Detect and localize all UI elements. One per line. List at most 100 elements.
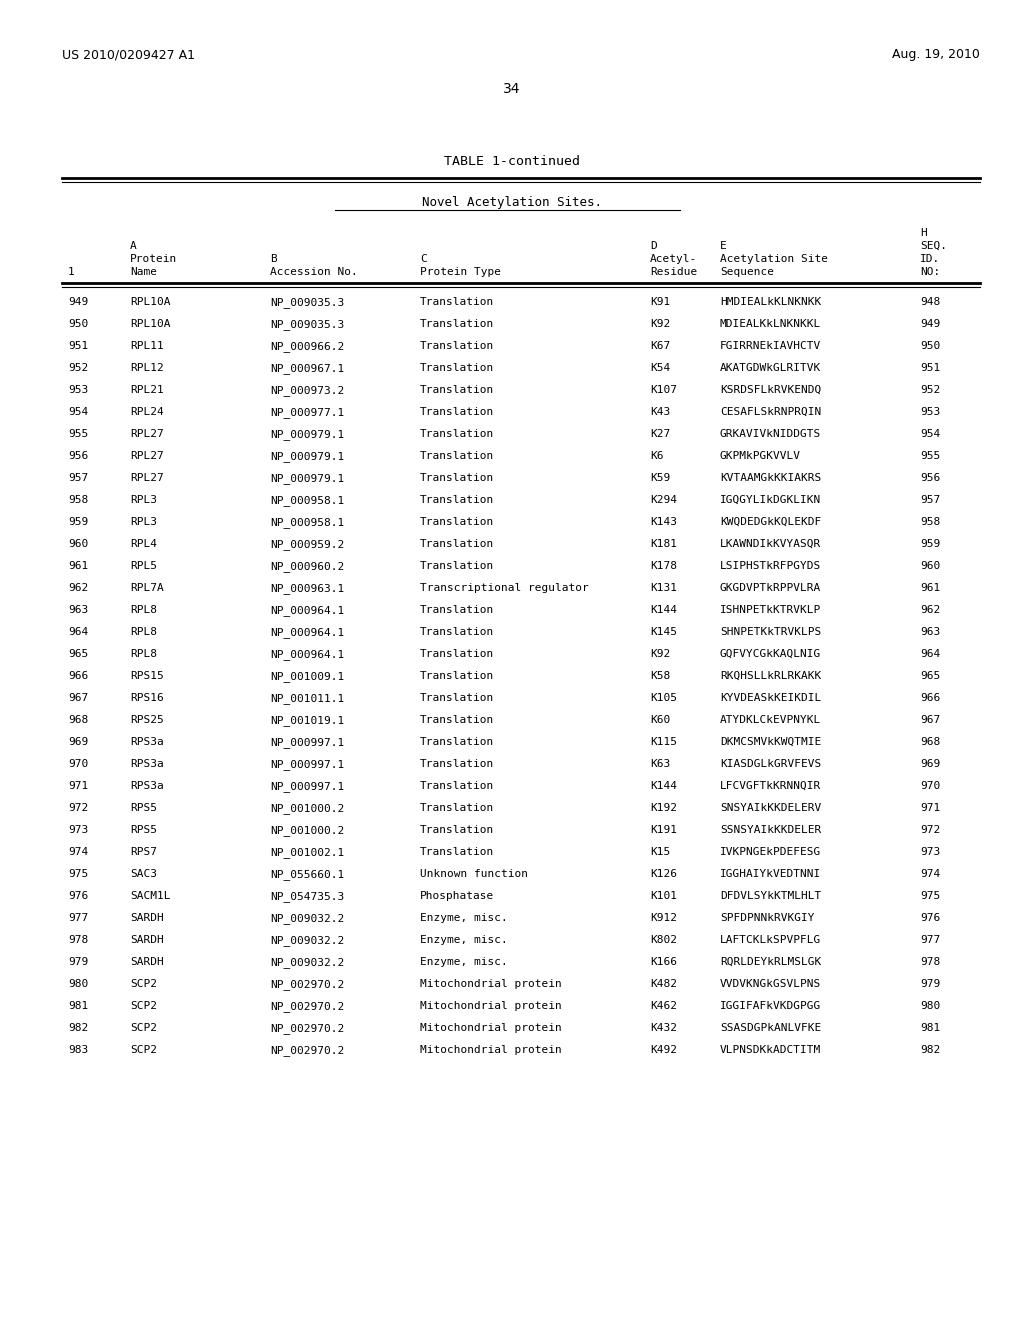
- Text: NP_001009.1: NP_001009.1: [270, 671, 344, 682]
- Text: K92: K92: [650, 649, 671, 659]
- Text: H: H: [920, 228, 927, 238]
- Text: Acetyl-: Acetyl-: [650, 253, 697, 264]
- Text: RPS3a: RPS3a: [130, 759, 164, 770]
- Text: 962: 962: [920, 605, 940, 615]
- Text: NP_000997.1: NP_000997.1: [270, 781, 344, 792]
- Text: NP_000958.1: NP_000958.1: [270, 495, 344, 506]
- Text: 951: 951: [68, 341, 88, 351]
- Text: Mitochondrial protein: Mitochondrial protein: [420, 979, 562, 989]
- Text: SCP2: SCP2: [130, 1001, 157, 1011]
- Text: RPL8: RPL8: [130, 627, 157, 638]
- Text: NP_000977.1: NP_000977.1: [270, 407, 344, 418]
- Text: Translation: Translation: [420, 847, 495, 857]
- Text: SSNSYAIkKKDELER: SSNSYAIkKKDELER: [720, 825, 821, 836]
- Text: NP_000964.1: NP_000964.1: [270, 627, 344, 638]
- Text: LFCVGFTkKRNNQIR: LFCVGFTkKRNNQIR: [720, 781, 821, 791]
- Text: RPL5: RPL5: [130, 561, 157, 572]
- Text: 963: 963: [68, 605, 88, 615]
- Text: 956: 956: [920, 473, 940, 483]
- Text: K92: K92: [650, 319, 671, 329]
- Text: NP_001011.1: NP_001011.1: [270, 693, 344, 704]
- Text: K144: K144: [650, 781, 677, 791]
- Text: SPFDPNNkRVKGIY: SPFDPNNkRVKGIY: [720, 913, 814, 923]
- Text: FGIRRNEkIAVHCTV: FGIRRNEkIAVHCTV: [720, 341, 821, 351]
- Text: SSASDGPkANLVFKE: SSASDGPkANLVFKE: [720, 1023, 821, 1034]
- Text: 952: 952: [68, 363, 88, 374]
- Text: 972: 972: [68, 803, 88, 813]
- Text: D: D: [650, 242, 656, 251]
- Text: RPL10A: RPL10A: [130, 297, 171, 308]
- Text: K144: K144: [650, 605, 677, 615]
- Text: K107: K107: [650, 385, 677, 395]
- Text: K912: K912: [650, 913, 677, 923]
- Text: Translation: Translation: [420, 759, 495, 770]
- Text: Mitochondrial protein: Mitochondrial protein: [420, 1001, 562, 1011]
- Text: NP_000958.1: NP_000958.1: [270, 517, 344, 528]
- Text: SEQ.: SEQ.: [920, 242, 947, 251]
- Text: 962: 962: [68, 583, 88, 593]
- Text: 960: 960: [920, 561, 940, 572]
- Text: 976: 976: [68, 891, 88, 902]
- Text: Protein Type: Protein Type: [420, 267, 501, 277]
- Text: K178: K178: [650, 561, 677, 572]
- Text: IGGIFAFkVKDGPGG: IGGIFAFkVKDGPGG: [720, 1001, 821, 1011]
- Text: NP_001019.1: NP_001019.1: [270, 715, 344, 726]
- Text: RPS7: RPS7: [130, 847, 157, 857]
- Text: RPL27: RPL27: [130, 451, 164, 461]
- Text: 966: 966: [920, 693, 940, 704]
- Text: ISHNPETkKTRVKLP: ISHNPETkKTRVKLP: [720, 605, 821, 615]
- Text: Translation: Translation: [420, 517, 495, 527]
- Text: 977: 977: [920, 935, 940, 945]
- Text: Novel Acetylation Sites.: Novel Acetylation Sites.: [422, 195, 602, 209]
- Text: Translation: Translation: [420, 495, 495, 506]
- Text: RPS15: RPS15: [130, 671, 164, 681]
- Text: K492: K492: [650, 1045, 677, 1055]
- Text: RPS5: RPS5: [130, 803, 157, 813]
- Text: Translation: Translation: [420, 605, 495, 615]
- Text: K59: K59: [650, 473, 671, 483]
- Text: NP_009032.2: NP_009032.2: [270, 957, 344, 968]
- Text: K91: K91: [650, 297, 671, 308]
- Text: NP_002970.2: NP_002970.2: [270, 979, 344, 990]
- Text: IVKPNGEkPDEFESG: IVKPNGEkPDEFESG: [720, 847, 821, 857]
- Text: Protein: Protein: [130, 253, 177, 264]
- Text: NP_002970.2: NP_002970.2: [270, 1045, 344, 1056]
- Text: Translation: Translation: [420, 429, 495, 440]
- Text: NP_001000.2: NP_001000.2: [270, 825, 344, 836]
- Text: RPS25: RPS25: [130, 715, 164, 725]
- Text: 978: 978: [68, 935, 88, 945]
- Text: 981: 981: [920, 1023, 940, 1034]
- Text: 34: 34: [503, 82, 521, 96]
- Text: NP_000979.1: NP_000979.1: [270, 451, 344, 462]
- Text: IGQGYLIkDGKLIKN: IGQGYLIkDGKLIKN: [720, 495, 821, 506]
- Text: 983: 983: [68, 1045, 88, 1055]
- Text: 963: 963: [920, 627, 940, 638]
- Text: 964: 964: [68, 627, 88, 638]
- Text: Translation: Translation: [420, 627, 495, 638]
- Text: K145: K145: [650, 627, 677, 638]
- Text: Translation: Translation: [420, 671, 495, 681]
- Text: 975: 975: [68, 869, 88, 879]
- Text: K43: K43: [650, 407, 671, 417]
- Text: NP_000964.1: NP_000964.1: [270, 605, 344, 616]
- Text: NP_000979.1: NP_000979.1: [270, 473, 344, 484]
- Text: 955: 955: [920, 451, 940, 461]
- Text: 967: 967: [920, 715, 940, 725]
- Text: TABLE 1-continued: TABLE 1-continued: [444, 154, 580, 168]
- Text: 958: 958: [920, 517, 940, 527]
- Text: VLPNSDKkADCTITM: VLPNSDKkADCTITM: [720, 1045, 821, 1055]
- Text: 948: 948: [920, 297, 940, 308]
- Text: NP_000960.2: NP_000960.2: [270, 561, 344, 572]
- Text: Sequence: Sequence: [720, 267, 774, 277]
- Text: 976: 976: [920, 913, 940, 923]
- Text: Translation: Translation: [420, 825, 495, 836]
- Text: 954: 954: [68, 407, 88, 417]
- Text: K191: K191: [650, 825, 677, 836]
- Text: 951: 951: [920, 363, 940, 374]
- Text: K126: K126: [650, 869, 677, 879]
- Text: Mitochondrial protein: Mitochondrial protein: [420, 1045, 562, 1055]
- Text: NP_000959.2: NP_000959.2: [270, 539, 344, 550]
- Text: ATYDKLCkEVPNYKL: ATYDKLCkEVPNYKL: [720, 715, 821, 725]
- Text: KWQDEDGkKQLEKDF: KWQDEDGkKQLEKDF: [720, 517, 821, 527]
- Text: NP_055660.1: NP_055660.1: [270, 869, 344, 880]
